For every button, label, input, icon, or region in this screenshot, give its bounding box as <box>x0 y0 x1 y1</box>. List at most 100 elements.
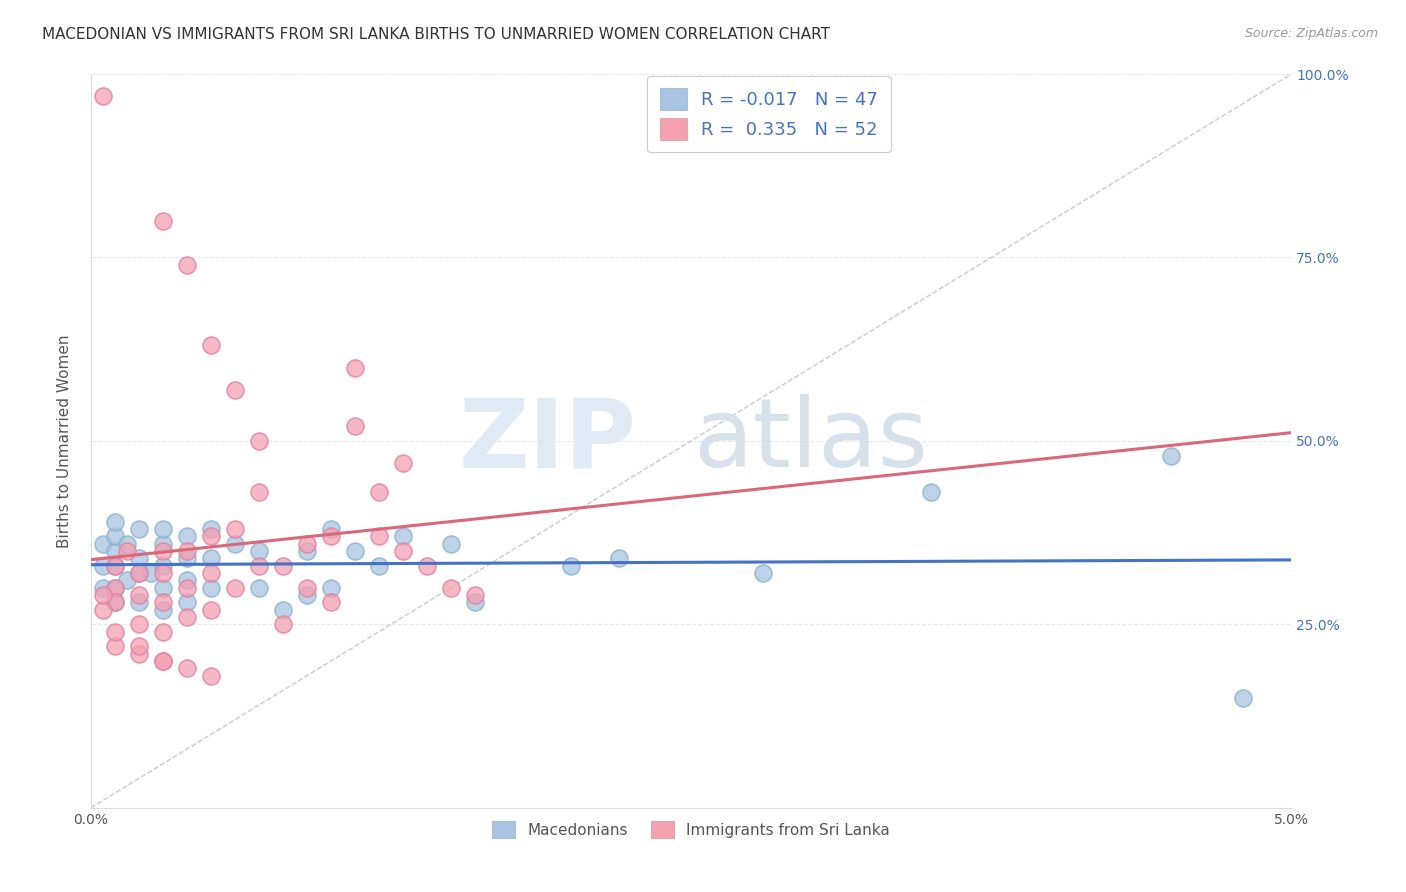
Text: atlas: atlas <box>693 394 929 487</box>
Point <box>295 588 318 602</box>
Point <box>128 640 150 654</box>
Point <box>104 595 127 609</box>
Point <box>295 536 318 550</box>
Point <box>200 581 222 595</box>
Point <box>319 529 342 543</box>
Point <box>128 551 150 566</box>
Point <box>368 529 391 543</box>
Point <box>104 581 127 595</box>
Point <box>224 536 246 550</box>
Point <box>344 544 367 558</box>
Point <box>271 617 294 632</box>
Point <box>128 522 150 536</box>
Point <box>224 581 246 595</box>
Point <box>271 602 294 616</box>
Point <box>200 338 222 352</box>
Point <box>200 529 222 543</box>
Point <box>200 551 222 566</box>
Point <box>247 558 270 573</box>
Point <box>416 558 439 573</box>
Point <box>152 624 174 639</box>
Point <box>152 566 174 580</box>
Point <box>152 602 174 616</box>
Point <box>128 617 150 632</box>
Point <box>392 544 415 558</box>
Y-axis label: Births to Unmarried Women: Births to Unmarried Women <box>58 334 72 548</box>
Point <box>152 654 174 668</box>
Point <box>128 566 150 580</box>
Point <box>224 383 246 397</box>
Point <box>152 536 174 550</box>
Point <box>115 574 138 588</box>
Point <box>176 551 198 566</box>
Point <box>91 581 114 595</box>
Point <box>464 588 486 602</box>
Point <box>152 558 174 573</box>
Point <box>104 624 127 639</box>
Point <box>104 544 127 558</box>
Point <box>104 515 127 529</box>
Point <box>176 661 198 675</box>
Point <box>152 213 174 227</box>
Point <box>200 566 222 580</box>
Point <box>128 595 150 609</box>
Point <box>295 581 318 595</box>
Point <box>344 419 367 434</box>
Point <box>152 654 174 668</box>
Point <box>392 529 415 543</box>
Point <box>91 89 114 103</box>
Point <box>115 536 138 550</box>
Text: MACEDONIAN VS IMMIGRANTS FROM SRI LANKA BIRTHS TO UNMARRIED WOMEN CORRELATION CH: MACEDONIAN VS IMMIGRANTS FROM SRI LANKA … <box>42 27 830 42</box>
Point <box>271 558 294 573</box>
Point <box>152 595 174 609</box>
Legend: Macedonians, Immigrants from Sri Lanka: Macedonians, Immigrants from Sri Lanka <box>486 815 896 844</box>
Point <box>91 588 114 602</box>
Point <box>139 566 162 580</box>
Point <box>920 485 942 500</box>
Point <box>152 581 174 595</box>
Point <box>115 544 138 558</box>
Point <box>176 258 198 272</box>
Point <box>392 456 415 470</box>
Point <box>368 485 391 500</box>
Point <box>152 544 174 558</box>
Point <box>319 595 342 609</box>
Point <box>344 360 367 375</box>
Point <box>91 602 114 616</box>
Point <box>104 558 127 573</box>
Point <box>104 558 127 573</box>
Point <box>295 544 318 558</box>
Point <box>1232 690 1254 705</box>
Point <box>200 602 222 616</box>
Point <box>176 574 198 588</box>
Point <box>176 581 198 595</box>
Text: Source: ZipAtlas.com: Source: ZipAtlas.com <box>1244 27 1378 40</box>
Point <box>176 595 198 609</box>
Point <box>91 536 114 550</box>
Point <box>607 551 630 566</box>
Point <box>1160 449 1182 463</box>
Point <box>247 485 270 500</box>
Point <box>752 566 775 580</box>
Point <box>104 529 127 543</box>
Point <box>91 558 114 573</box>
Text: ZIP: ZIP <box>458 394 636 487</box>
Point <box>319 581 342 595</box>
Point <box>440 581 463 595</box>
Point <box>104 640 127 654</box>
Point <box>464 595 486 609</box>
Point <box>128 647 150 661</box>
Point <box>440 536 463 550</box>
Point <box>176 544 198 558</box>
Point <box>560 558 582 573</box>
Point <box>247 544 270 558</box>
Point <box>224 522 246 536</box>
Point <box>247 581 270 595</box>
Point <box>104 581 127 595</box>
Point <box>368 558 391 573</box>
Point <box>128 566 150 580</box>
Point <box>200 668 222 682</box>
Point <box>247 434 270 448</box>
Point <box>319 522 342 536</box>
Point <box>176 610 198 624</box>
